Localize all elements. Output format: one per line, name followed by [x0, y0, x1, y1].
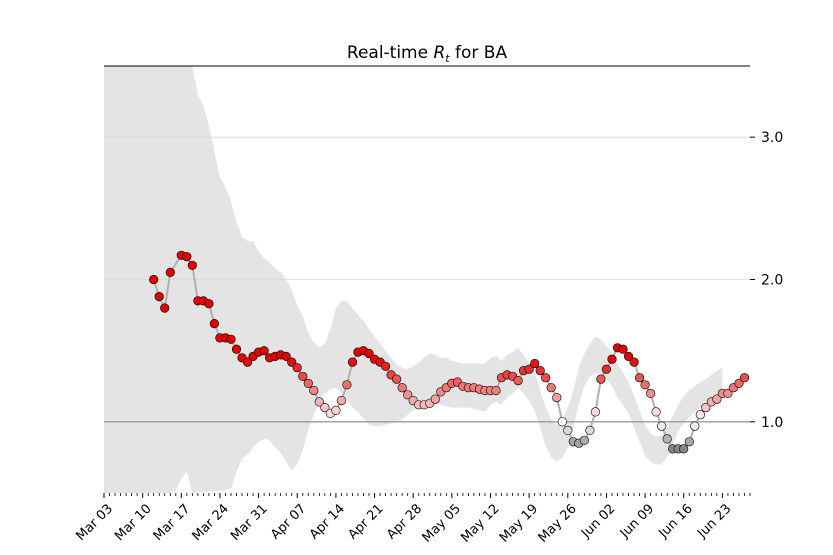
data-point: [739, 373, 750, 383]
data-point: [524, 364, 534, 374]
data-point: [723, 388, 733, 399]
data-point: [684, 437, 694, 447]
data-point: [392, 374, 402, 384]
data-point: [535, 366, 545, 376]
x-tick-label: Jun 02: [578, 501, 618, 541]
data-point: [403, 390, 413, 400]
data-point: [546, 383, 556, 393]
data-point: [226, 334, 236, 344]
data-point: [243, 357, 253, 367]
data-point: [149, 274, 159, 285]
x-tick-label: May 12: [458, 501, 502, 545]
y-tick-label: 2.0: [761, 273, 783, 289]
data-point: [623, 351, 634, 362]
chart-title: Real-time Rt for BA: [347, 43, 508, 65]
data-point: [165, 267, 175, 278]
data-point: [342, 380, 352, 390]
x-tick-label: May 05: [420, 501, 464, 545]
data-point: [651, 407, 661, 417]
x-tick-label: Mar 24: [189, 501, 232, 544]
x-tick-label: Mar 17: [151, 501, 194, 544]
data-point: [381, 361, 391, 371]
data-point: [557, 417, 567, 427]
data-point: [701, 403, 711, 413]
data-point: [160, 303, 170, 313]
data-point: [579, 435, 590, 445]
x-tick-label: Apr 14: [307, 501, 348, 542]
data-point: [734, 378, 744, 389]
x-tick-label: Mar 10: [112, 501, 155, 544]
chart-title-symbol: R: [433, 43, 445, 63]
data-point: [187, 260, 197, 270]
x-tick-label: Mar 03: [73, 501, 116, 544]
horizontal-gridlines: [104, 136, 750, 280]
x-tick-label: Jun 09: [617, 501, 657, 541]
data-point: [259, 346, 269, 356]
data-point: [629, 357, 639, 367]
data-point: [601, 364, 612, 374]
rt-points: [149, 250, 750, 454]
data-point: [292, 363, 302, 373]
data-point: [590, 407, 601, 417]
data-point: [336, 395, 347, 406]
chart-title-prefix: Real-time: [347, 43, 434, 63]
credible-interval-band: [104, 66, 723, 493]
data-point: [690, 421, 700, 431]
data-point: [596, 374, 606, 384]
data-point: [298, 371, 308, 381]
chart-title-subscript: t: [445, 52, 450, 65]
data-point: [154, 292, 164, 302]
data-point: [657, 421, 667, 431]
data-point: [281, 351, 291, 362]
data-point: [634, 373, 645, 383]
data-point: [397, 383, 407, 393]
data-point: [563, 425, 573, 436]
y-tick-label: 3.0: [761, 130, 783, 146]
data-point: [309, 385, 319, 396]
x-tick-label: Mar 31: [228, 501, 271, 544]
y-tick-label: 1.0: [761, 415, 783, 431]
data-point: [430, 394, 440, 404]
x-tick-label: Jun 16: [655, 501, 695, 541]
data-point: [331, 405, 341, 416]
interval-area: [104, 66, 723, 493]
x-tick-label: May 26: [536, 501, 580, 545]
data-point: [231, 344, 242, 354]
x-tick-label: May 19: [497, 501, 541, 545]
x-tick-label: Jun 23: [694, 501, 734, 541]
data-point: [209, 319, 219, 329]
data-point: [618, 344, 628, 354]
data-point: [320, 403, 330, 413]
data-point: [712, 394, 722, 404]
x-tick-label: Apr 28: [384, 501, 425, 542]
data-point: [662, 434, 672, 444]
data-point: [695, 410, 705, 420]
data-point: [679, 444, 689, 454]
data-point: [314, 397, 324, 407]
data-point: [585, 425, 595, 436]
data-point: [530, 358, 540, 369]
data-point: [552, 393, 562, 403]
data-point: [640, 380, 650, 390]
data-point: [491, 385, 501, 396]
data-point: [347, 357, 358, 367]
data-point: [287, 357, 297, 367]
data-point: [513, 376, 523, 386]
data-point: [541, 373, 551, 383]
data-point: [204, 299, 214, 309]
data-point: [607, 354, 617, 364]
data-point: [645, 388, 656, 399]
data-point: [364, 348, 374, 359]
data-point: [182, 252, 192, 262]
x-tick-label: Apr 21: [345, 501, 386, 542]
x-tick-label: Apr 07: [268, 501, 309, 542]
chart-title-suffix: for BA: [450, 43, 508, 63]
data-point: [303, 378, 313, 389]
